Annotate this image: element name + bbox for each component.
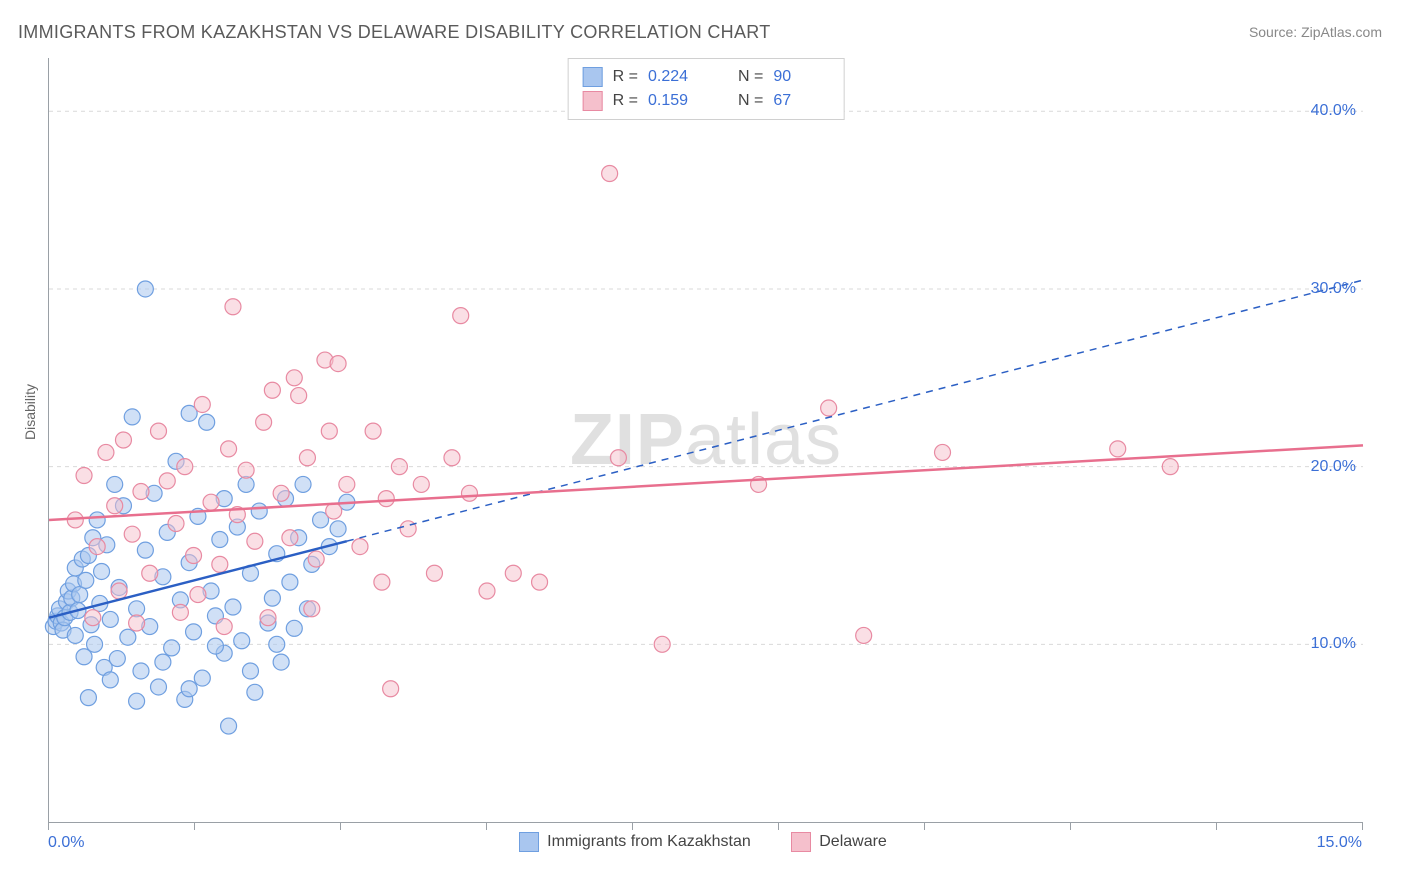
y-grid-label: 30.0% <box>1311 280 1356 298</box>
legend-stats-box: R = 0.224 N = 90 R = 0.159 N = 67 <box>568 58 845 120</box>
x-tick <box>1216 822 1217 830</box>
lines-svg <box>49 58 1363 822</box>
x-tick <box>1362 822 1363 830</box>
x-tick <box>48 822 49 830</box>
x-tick <box>340 822 341 830</box>
x-tick <box>1070 822 1071 830</box>
y-grid-label: 10.0% <box>1311 635 1356 653</box>
bottom-legend-item-0: Immigrants from Kazakhstan <box>519 832 751 852</box>
x-tick <box>778 822 779 830</box>
legend-swatch-pink <box>583 91 603 111</box>
n-label: N = <box>738 65 763 89</box>
legend-stats-row-1: R = 0.159 N = 67 <box>583 89 830 113</box>
y-axis-label: Disability <box>22 384 38 440</box>
source-label: Source: ZipAtlas.com <box>1249 24 1382 40</box>
y-grid-label: 20.0% <box>1311 458 1356 476</box>
x-tick <box>486 822 487 830</box>
bottom-legend-item-1: Delaware <box>791 832 887 852</box>
plot-area: ZIPatlas R = 0.224 N = 90 R = 0.159 N = … <box>48 58 1363 823</box>
trend-line <box>49 445 1363 520</box>
chart-container: IMMIGRANTS FROM KAZAKHSTAN VS DELAWARE D… <box>0 0 1406 892</box>
trend-line <box>49 541 347 618</box>
legend-stats-row-0: R = 0.224 N = 90 <box>583 65 830 89</box>
chart-title: IMMIGRANTS FROM KAZAKHSTAN VS DELAWARE D… <box>18 22 771 43</box>
bottom-legend: Immigrants from Kazakhstan Delaware <box>0 832 1406 857</box>
r-label: R = <box>613 65 638 89</box>
series-name-1: Delaware <box>819 833 887 851</box>
r-value-1: 0.159 <box>648 89 704 113</box>
x-tick <box>194 822 195 830</box>
x-tick <box>632 822 633 830</box>
n-value-0: 90 <box>773 65 829 89</box>
legend-swatch-blue <box>583 67 603 87</box>
series-name-0: Immigrants from Kazakhstan <box>547 833 751 851</box>
legend-swatch-blue <box>519 832 539 852</box>
n-value-1: 67 <box>773 89 829 113</box>
n-label: N = <box>738 89 763 113</box>
r-label: R = <box>613 89 638 113</box>
trend-line-extrapolated <box>347 280 1363 541</box>
r-value-0: 0.224 <box>648 65 704 89</box>
legend-swatch-pink <box>791 832 811 852</box>
y-grid-label: 40.0% <box>1311 102 1356 120</box>
x-tick <box>924 822 925 830</box>
